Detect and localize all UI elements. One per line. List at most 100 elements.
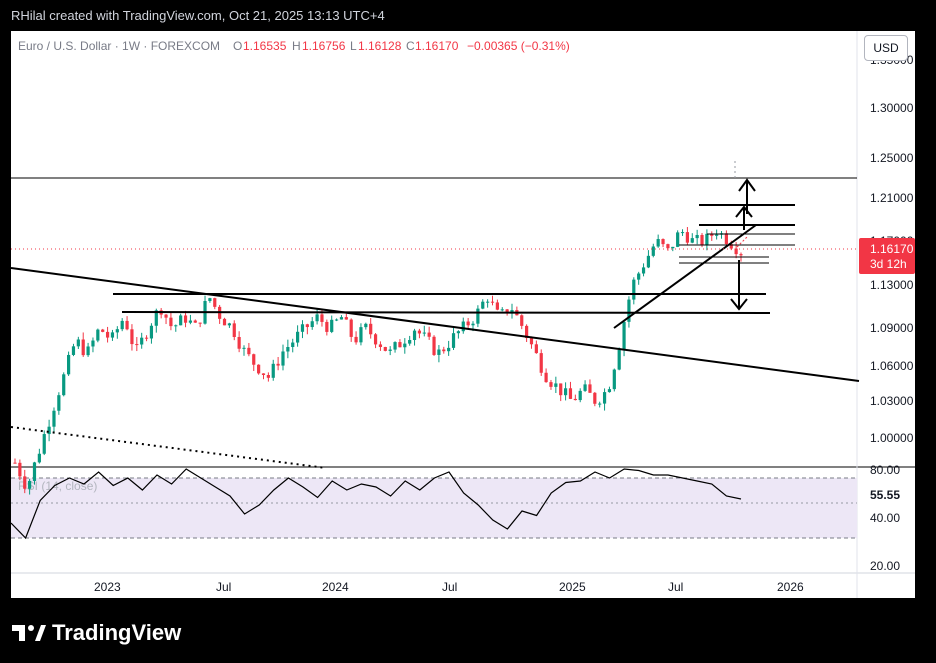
candle-body: [310, 321, 314, 328]
candle-body: [646, 255, 651, 268]
tradingview-logo-icon: [12, 625, 46, 641]
rsi-tick-label: 80.00: [870, 463, 900, 477]
candle-body: [403, 343, 407, 348]
candle-body: [393, 342, 397, 350]
candle-body: [447, 347, 451, 352]
candle-body: [471, 323, 475, 326]
time-axis[interactable]: 2023 Jul 2024 Jul 2025 Jul 2026: [94, 580, 804, 594]
candle-body: [232, 323, 236, 338]
price-tick-label: 1.09000: [870, 321, 914, 335]
candle-body: [291, 342, 295, 347]
down-arrow-icon[interactable]: [730, 260, 748, 311]
long-trend-line[interactable]: [10, 267, 860, 382]
candle-body: [120, 320, 124, 330]
candle-body: [398, 342, 402, 348]
rsi-axis[interactable]: 80.00 40.00 20.00: [870, 463, 900, 573]
price-tick-label: 1.06000: [870, 359, 914, 373]
up-arrow-small-icon[interactable]: [735, 205, 753, 230]
price-tag-bg: [859, 238, 915, 274]
candle-body: [66, 354, 71, 375]
candle-body: [622, 321, 626, 350]
candle-body: [578, 390, 582, 401]
candle-body: [724, 233, 728, 245]
candle-body: [451, 333, 456, 348]
candle-body: [412, 330, 417, 341]
time-tick-label: 2023: [94, 580, 121, 594]
candle-body: [520, 315, 524, 326]
candle-body: [281, 351, 285, 366]
up-arrow-icon[interactable]: [738, 178, 756, 214]
brand-name: TradingView: [52, 620, 182, 645]
candle-body: [369, 323, 373, 335]
chart-panel[interactable]: Euro / U.S. Dollar · 1W · FOREXCOM O 1.1…: [10, 31, 915, 598]
header-bar: RHilal created with TradingView.com, Oct…: [0, 0, 936, 30]
rsi-tick-label: 20.00: [870, 559, 900, 573]
candle-body: [188, 320, 193, 323]
candle-body: [676, 232, 680, 247]
candle-body: [164, 314, 168, 318]
candle-body: [554, 383, 558, 387]
candle-body: [481, 301, 485, 309]
candle-body: [154, 310, 158, 326]
dotted-trend-line[interactable]: [10, 426, 327, 469]
currency-button[interactable]: USD: [864, 35, 908, 61]
candle-body: [690, 238, 694, 243]
candle-body: [466, 321, 470, 326]
candle-body: [442, 349, 446, 352]
candle-body: [422, 332, 426, 334]
legend-l-value: 1.16128: [358, 39, 402, 53]
chart-svg[interactable]: Euro / U.S. Dollar · 1W · FOREXCOM O 1.1…: [10, 31, 915, 598]
candle-body: [339, 317, 344, 320]
support-zone-bottom[interactable]: [121, 311, 771, 314]
candle-body: [330, 319, 334, 332]
rising-trend-line[interactable]: [613, 224, 757, 329]
rsi-tag-bg: [859, 485, 915, 504]
candles[interactable]: [13, 227, 743, 495]
candle-body: [257, 364, 261, 374]
candle-body: [486, 301, 490, 303]
candle-body: [607, 389, 612, 393]
candle-body: [140, 337, 144, 345]
candle-body: [315, 314, 319, 322]
candle-body: [23, 476, 27, 489]
price-tag-countdown: 3d 12h: [870, 257, 907, 271]
price-tick-label: 1.03000: [870, 394, 914, 408]
candle-body: [710, 233, 714, 236]
candle-body: [334, 319, 339, 321]
candle-body: [534, 344, 538, 354]
candle-body: [671, 246, 675, 249]
candle-body: [417, 330, 422, 334]
legend-c-value: 1.16170: [415, 39, 459, 53]
candle-body: [461, 321, 465, 332]
legend-symbol: Euro / U.S. Dollar · 1W · FOREXCOM: [18, 39, 220, 53]
candle-body: [325, 321, 329, 332]
candle-body: [705, 233, 709, 245]
candle-body: [81, 339, 85, 356]
candle-body: [130, 329, 134, 345]
candle-body: [305, 324, 309, 328]
time-tick-label: 2026: [777, 580, 804, 594]
candle-body: [208, 298, 212, 302]
candle-body: [125, 320, 129, 330]
price-tick-label: 1.30000: [870, 101, 914, 115]
candle-body: [505, 309, 509, 314]
candle-body: [549, 382, 553, 387]
candle-body: [500, 309, 504, 311]
candle-body: [490, 301, 495, 303]
legend-h-label: H: [292, 39, 301, 53]
candle-body: [144, 337, 149, 339]
drawings[interactable]: [10, 161, 860, 469]
candle-body: [271, 363, 275, 378]
candle-body: [617, 349, 621, 370]
ohlc-legend: Euro / U.S. Dollar · 1W · FOREXCOM O 1.1…: [18, 39, 570, 53]
candle-body: [563, 388, 568, 396]
legend-o-label: O: [233, 39, 242, 53]
candle-body: [525, 325, 529, 339]
chart-credit: RHilal created with TradingView.com, Oct…: [11, 8, 385, 23]
candle-body: [573, 398, 577, 401]
time-tick-label: Jul: [442, 580, 457, 594]
candle-body: [588, 384, 592, 393]
candle-body: [76, 339, 80, 347]
candle-body: [739, 254, 743, 256]
rsi-tag: 55.55: [859, 485, 915, 504]
